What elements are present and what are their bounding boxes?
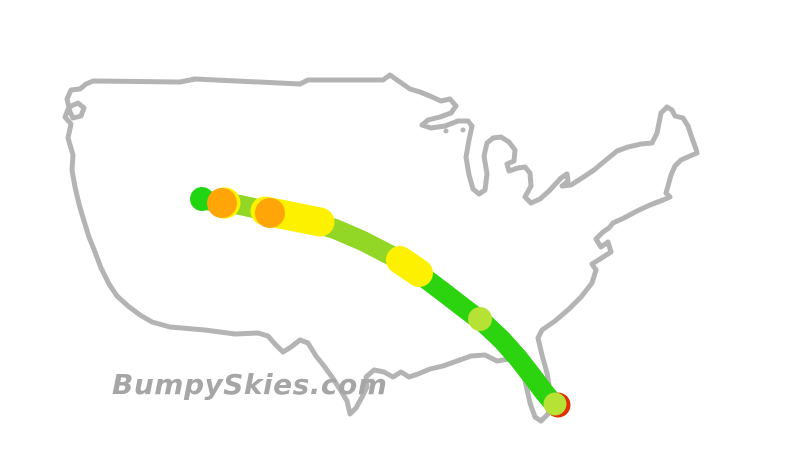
map-islands-layer [443,127,466,134]
route-segment-calm [408,263,564,414]
lake-superior-isle-2 [460,127,466,133]
turbulence-dot-strong-1 [207,188,237,218]
turbulence-dot-strong-2 [255,198,285,228]
us-outline [62,72,700,424]
route-layer [190,187,571,418]
destination-marker [543,392,567,416]
turbulence-dot-light [468,307,492,331]
lake-superior-isle-1 [443,128,449,134]
watermark-text: BumpySkies.com [112,368,388,401]
route-segment-moderate-3 [386,246,433,287]
